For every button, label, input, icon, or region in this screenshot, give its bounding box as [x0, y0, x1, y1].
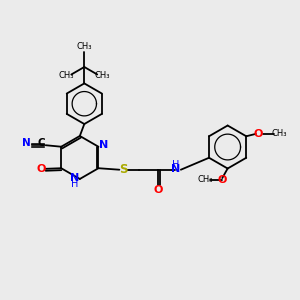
Text: N: N [99, 140, 108, 150]
Text: N: N [171, 164, 180, 174]
Text: N: N [22, 138, 31, 148]
Text: N: N [70, 173, 79, 183]
Text: CH₃: CH₃ [94, 71, 110, 80]
Text: O: O [36, 164, 46, 174]
Text: S: S [119, 163, 128, 176]
Text: CH₃: CH₃ [272, 129, 287, 138]
Text: CH₃: CH₃ [76, 42, 92, 51]
Text: H: H [172, 160, 179, 170]
Text: O: O [254, 129, 263, 139]
Text: O: O [218, 175, 227, 184]
Text: C: C [38, 138, 46, 148]
Text: O: O [154, 185, 163, 195]
Text: CH₃: CH₃ [197, 175, 213, 184]
Text: CH₃: CH₃ [59, 71, 74, 80]
Text: H: H [71, 179, 78, 189]
